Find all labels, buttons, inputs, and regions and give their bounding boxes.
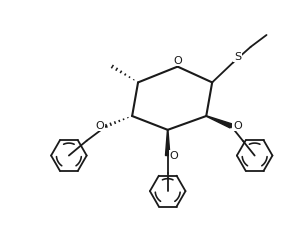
- Text: O: O: [170, 150, 178, 161]
- Polygon shape: [166, 130, 170, 156]
- Text: S: S: [234, 52, 241, 62]
- Text: O: O: [233, 121, 242, 131]
- Text: O: O: [173, 56, 182, 66]
- Text: O: O: [96, 121, 104, 131]
- Polygon shape: [206, 116, 232, 128]
